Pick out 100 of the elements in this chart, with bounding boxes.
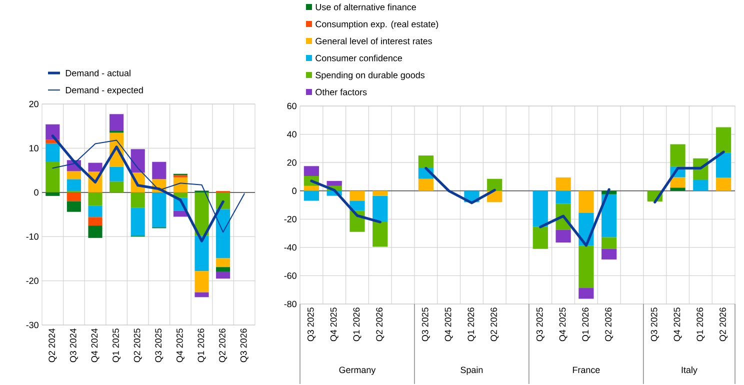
x-tick-label: Q3 2025: [307, 308, 316, 342]
bar: [670, 177, 686, 188]
y-tick-label: 20: [29, 100, 38, 108]
bar: [66, 201, 81, 212]
bar: [46, 161, 60, 192]
y-tick-label: 10: [30, 145, 38, 152]
x-tick-label: Q4 2024: [91, 328, 100, 362]
bar: [216, 272, 230, 279]
bar: [46, 124, 60, 140]
bar: [304, 186, 320, 191]
bar: [602, 194, 617, 238]
x-tick-label: Q3 2026: [240, 328, 248, 362]
y-tick-label: 20: [287, 159, 296, 166]
y-tick-label: 40: [287, 131, 296, 138]
y-tick-label: -10: [26, 233, 38, 240]
bar: [66, 179, 81, 192]
bar: [130, 192, 145, 208]
x-tick-label: Q3 2024: [70, 328, 78, 362]
text: France: [572, 366, 600, 374]
x-tick-label: Q2 2026: [376, 308, 384, 342]
bar: [130, 149, 145, 173]
bar: [372, 222, 388, 247]
bar: [418, 178, 434, 191]
bar: [88, 206, 102, 218]
bar: [693, 180, 708, 191]
bar: [326, 180, 342, 186]
bar: [578, 246, 594, 288]
x-tick-label: Q1 2026: [582, 308, 590, 342]
bar: [88, 162, 102, 172]
y-tick-label: -30: [26, 322, 38, 328]
x-tick-label: Q3 2025: [536, 308, 544, 342]
bar: [173, 177, 188, 192]
text: Germany: [339, 366, 376, 375]
legend-label: Demand - actual: [66, 70, 130, 76]
legend-label: General level of interest rates: [316, 38, 432, 44]
text: Spain: [460, 366, 483, 375]
bar: [110, 114, 124, 131]
x-tick-label: Q1 2026: [198, 328, 206, 362]
bar: [670, 188, 686, 191]
bar: [602, 248, 617, 260]
y-tick-label: -20: [284, 216, 296, 222]
legend-label: Other factors: [316, 88, 367, 96]
x-tick-label: Q3 2025: [650, 308, 659, 342]
bar: [304, 166, 320, 176]
legend-label: Consumption exp. (real estate): [316, 20, 438, 30]
bar: [372, 190, 388, 196]
bar: [152, 162, 166, 180]
legend-label: Use of alternative finance: [316, 4, 416, 10]
bar: [716, 127, 732, 153]
legend-label: Demand - expected: [66, 86, 143, 96]
bar: [716, 152, 732, 178]
y-tick-label: -60: [284, 272, 296, 279]
bar: [304, 190, 320, 201]
x-tick-label: Q1 2026: [696, 308, 705, 342]
y-tick-label: 0: [34, 189, 38, 196]
bar: [152, 192, 166, 228]
bar: [110, 166, 124, 182]
x-tick-label: Q3 2025: [422, 308, 430, 342]
bar: [372, 196, 388, 222]
x-tick-label: Q2 2025: [134, 328, 142, 362]
bar: [216, 209, 230, 258]
bar: [216, 258, 230, 268]
text: Italy: [682, 366, 698, 375]
legend-label: Consumer confidence: [316, 54, 402, 62]
bar: [578, 190, 594, 213]
x-tick-label: Q4 2025: [176, 328, 184, 362]
y-tick-label: -80: [284, 300, 296, 308]
x-tick-label: Q4 2025: [330, 308, 338, 342]
x-tick-label: Q1 2026: [468, 308, 476, 342]
bar: [578, 288, 594, 299]
bar: [556, 177, 571, 191]
bar: [350, 200, 365, 211]
bar: [487, 178, 502, 191]
bar: [66, 192, 81, 202]
bar: [532, 190, 548, 227]
bar: [194, 292, 209, 298]
bar: [602, 237, 617, 249]
bar: [194, 192, 209, 236]
y-tick-label: -40: [284, 244, 296, 251]
x-tick-label: Q3 2025: [155, 328, 164, 362]
bar: [194, 271, 209, 292]
bar: [88, 226, 102, 238]
x-tick-label: Q2 2026: [219, 328, 228, 362]
bar: [418, 156, 434, 168]
bar: [670, 144, 686, 166]
x-tick-label: Q4 2025: [559, 308, 568, 342]
x-tick-label: Q2 2026: [490, 308, 499, 342]
bar: [532, 226, 548, 249]
x-tick-label: Q2 2024: [48, 328, 57, 362]
bar: [110, 181, 124, 192]
legend-label: Spending on durable goods: [316, 72, 425, 80]
x-tick-label: Q1 2026: [353, 308, 362, 342]
y-tick-label: -20: [26, 278, 38, 284]
y-tick-label: 60: [287, 102, 296, 110]
y-tick-label: 0: [292, 188, 296, 194]
bar: [66, 171, 81, 180]
bar: [88, 217, 102, 226]
bar: [88, 192, 102, 206]
bar: [716, 178, 732, 191]
bar: [216, 267, 230, 272]
